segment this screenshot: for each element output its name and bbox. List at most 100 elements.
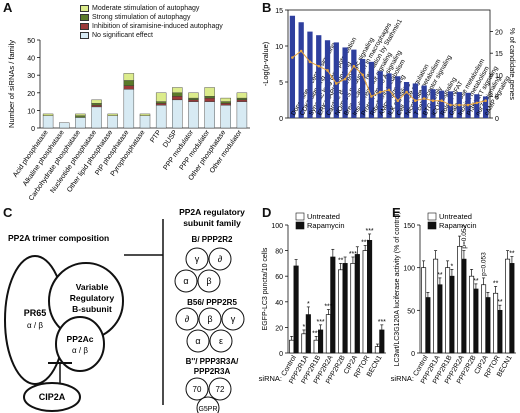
subunit-label: β [206, 276, 211, 286]
significance-label: ** [338, 257, 344, 264]
significance-label: *** [324, 303, 332, 310]
bar [386, 73, 392, 118]
bar-segment [172, 96, 183, 101]
y2-axis-label: % of candidate genes [508, 28, 517, 100]
bar [298, 22, 304, 119]
bar [342, 263, 348, 354]
bar-segment [236, 92, 248, 99]
bar-segment [188, 92, 199, 99]
line-point [291, 56, 294, 59]
bar-segment [236, 97, 248, 101]
y-tick-label: 40 [275, 300, 283, 307]
y-tick-label: 10 [27, 108, 35, 115]
line-point [475, 101, 479, 105]
legend-a: Moderate stimulation of autophagy Strong… [80, 4, 223, 40]
bar-segment [155, 103, 167, 106]
bar-segment [123, 85, 135, 90]
bar [437, 284, 443, 354]
y-axis-label: -Log(p-value) [261, 41, 270, 86]
bar-segment [155, 101, 167, 104]
line-point [343, 77, 347, 81]
line-point [466, 103, 470, 107]
bar-segment [155, 104, 167, 129]
legend-item: No significant effect [80, 31, 223, 40]
bar [449, 275, 455, 354]
chart-d: 0 20 40 60 80 100 EGFP-LC3 puncta/10 cells Untr… [259, 212, 387, 385]
subunit-label: G5PR [198, 406, 217, 413]
significance-label: * [451, 263, 454, 270]
significance-label: ** [473, 278, 479, 285]
bar [351, 49, 357, 118]
significance-label: ** [437, 272, 443, 279]
bar [474, 94, 480, 118]
bar-segment [204, 96, 215, 99]
bar-segment [188, 99, 199, 102]
bar-segment [139, 115, 151, 129]
bar [293, 265, 299, 354]
panel-label-b: B [262, 0, 272, 15]
panel-label-e: E [392, 205, 401, 220]
line-point [431, 99, 435, 103]
legend-item: Moderate stimulation of autophagy [80, 4, 223, 13]
bar-segment [188, 97, 199, 101]
line-point [317, 64, 321, 68]
bar [354, 254, 360, 354]
bar [360, 58, 366, 118]
b56-family-label: B56/ PPP2R5 [187, 298, 237, 307]
pp2ac-label: PP2Ac [67, 334, 94, 344]
bar [338, 269, 344, 354]
bar [469, 275, 475, 354]
significance-label: *** [312, 330, 320, 337]
line-point [308, 60, 312, 64]
y-tick-label: 100 [271, 223, 283, 230]
bar [362, 250, 368, 354]
subunit-label: 70 [193, 385, 202, 394]
bar-segment [107, 115, 118, 129]
line-point [361, 73, 364, 77]
bar-segment [42, 113, 54, 116]
pr65-sub-label: α / β [27, 321, 43, 330]
significance-label: *** [349, 251, 357, 258]
bar [485, 297, 491, 354]
bar-segment [220, 101, 231, 104]
bar [445, 267, 451, 354]
significance-label: *** [365, 228, 373, 235]
legend-swatch [427, 221, 437, 230]
variable-label-1: Variable [76, 282, 109, 292]
bar [305, 314, 311, 354]
b56-family-circles: ∂ β γ α ε [175, 307, 245, 353]
line-point [414, 99, 417, 103]
bar-segment [188, 101, 199, 129]
legend-label: Strong stimulation of autophagy [92, 14, 191, 21]
chart-b: 0 5 10 15 0 5 10 15 20 -Log(p-value) % of candidat… [261, 8, 517, 123]
bar-segment [236, 101, 248, 129]
legend-swatch [295, 221, 305, 230]
y-tick-label: 5 [279, 80, 283, 87]
subunit-label: γ [231, 314, 236, 324]
bar-segment [91, 99, 102, 104]
significance-label: ** [493, 280, 499, 287]
bar-segment [172, 92, 183, 97]
bar [395, 76, 401, 118]
bar [374, 346, 380, 354]
bpp-family-label-1: B''/ PPP3R3A/ [186, 357, 239, 366]
y-tick-label: 0 [411, 351, 415, 358]
b-family-label: B/ PPP2R2 [192, 235, 233, 244]
subunit-label: ∂ [185, 314, 190, 324]
line-point [449, 103, 452, 107]
y2-tick-label: 0 [495, 116, 499, 123]
bar-segment [139, 113, 151, 116]
bar-segment [155, 92, 167, 102]
significance-label: p=0.053 [481, 252, 488, 276]
diagram-c: PP2A trimer composition PR65 α / β Varia… [4, 207, 245, 413]
bar-segment [123, 80, 135, 86]
bar [461, 258, 467, 354]
subunit-label: α [195, 336, 200, 346]
subunit-label: ∂ [218, 254, 223, 264]
bar [425, 297, 431, 354]
x-tick-label: PTP [149, 129, 163, 144]
pp2ac-shape [55, 316, 105, 372]
y-tick-label: 40 [27, 56, 35, 63]
